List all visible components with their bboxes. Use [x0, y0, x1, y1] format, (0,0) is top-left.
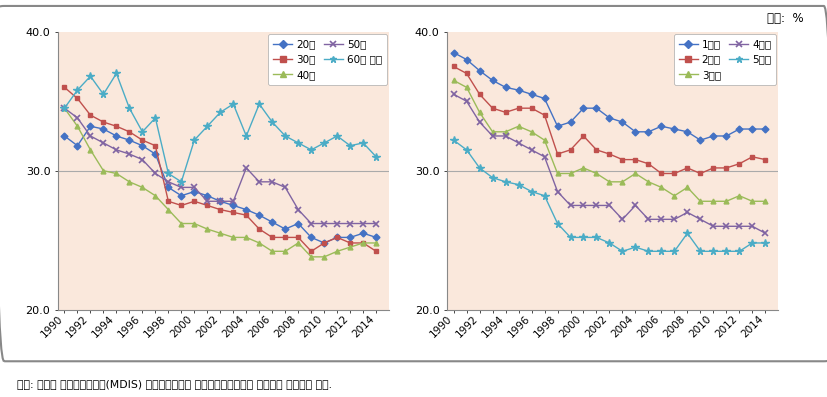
Text: 자료: 통계청 마이크로데이터(MDIS) 원격접근서비스 〈가계동향조사〉를 이용하여 원시자료 분석.: 자료: 통계청 마이크로데이터(MDIS) 원격접근서비스 〈가계동향조사〉를 … [17, 379, 331, 389]
Legend: 20대, 30대, 40대, 50대, 60대 이상: 20대, 30대, 40대, 50대, 60대 이상 [268, 34, 387, 85]
Text: 단위:  %: 단위: % [766, 12, 802, 25]
Legend: 1분위, 2분위, 3분위, 4분위, 5분위: 1분위, 2분위, 3분위, 4분위, 5분위 [673, 34, 776, 85]
